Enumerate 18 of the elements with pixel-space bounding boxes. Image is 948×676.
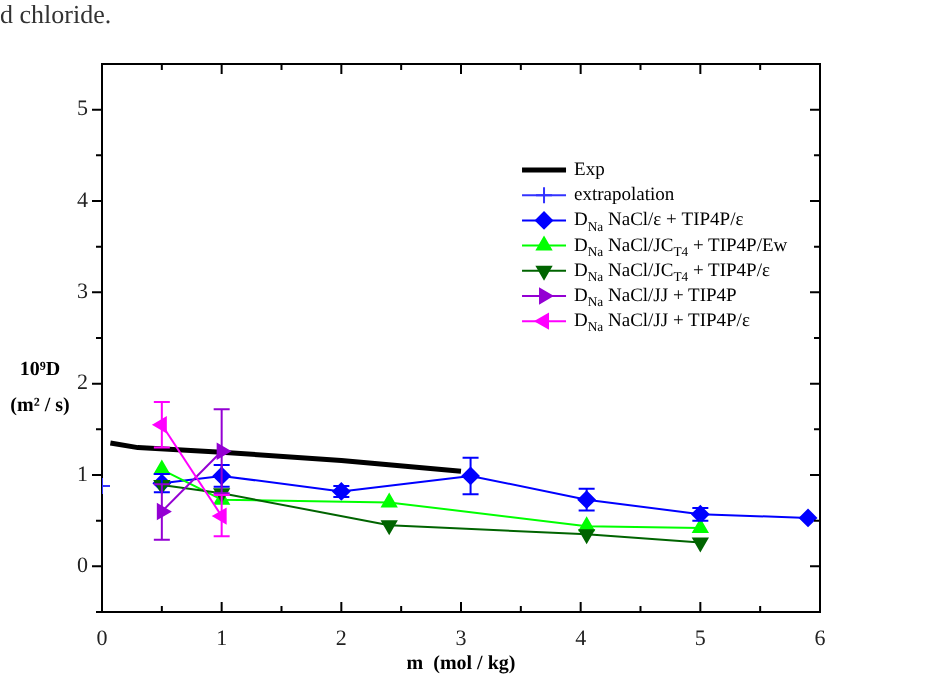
y-tick-label: 3 bbox=[77, 280, 89, 305]
x-tick-label: 0 bbox=[96, 626, 109, 651]
x-tick-label: 2 bbox=[335, 626, 347, 651]
y-axis-title: 10⁹D (m² / s) bbox=[10, 359, 70, 418]
x-tick-label: 1 bbox=[216, 626, 228, 651]
x-tick-label: 5 bbox=[694, 626, 707, 651]
x-tick-label: 4 bbox=[575, 626, 588, 651]
legend-label: Exp bbox=[574, 161, 606, 181]
y-tick-label: 5 bbox=[77, 97, 89, 122]
y-tick-label: 4 bbox=[77, 188, 89, 213]
x-tick-label: 6 bbox=[814, 626, 827, 651]
legend-label: extrapolation bbox=[574, 186, 675, 207]
y-tick-label: 0 bbox=[77, 554, 89, 579]
x-axis-title: m (mol / kg) bbox=[406, 653, 516, 676]
y-tick-label: 2 bbox=[77, 371, 88, 396]
text: d chloride. bbox=[0, 0, 112, 29]
y-tick-label: 1 bbox=[77, 462, 88, 487]
x-tick-label: 3 bbox=[455, 626, 468, 651]
